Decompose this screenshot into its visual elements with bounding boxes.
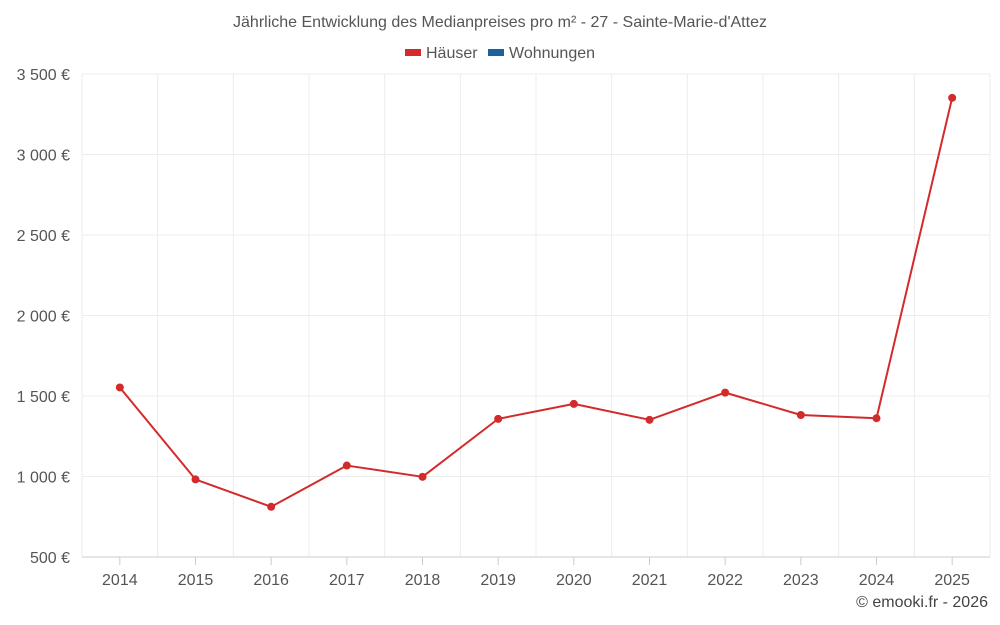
data-point: [494, 414, 503, 423]
x-tick-label: 2021: [632, 572, 668, 589]
legend-swatch-haeuser: [404, 49, 421, 56]
x-tick-label: 2017: [329, 572, 365, 589]
legend-item-haeuser[interactable]: Häuser: [404, 45, 478, 63]
y-tick-label: 1 000 €: [17, 470, 70, 487]
y-tick-label: 2 000 €: [17, 309, 70, 326]
x-tick-label: 2015: [178, 572, 214, 589]
x-tick-label: 2024: [859, 572, 895, 589]
series-line-0: [119, 97, 954, 508]
legend-label-wohnungen: Wohnungen: [509, 45, 596, 62]
data-point: [115, 383, 124, 392]
data-point: [191, 475, 200, 484]
data-point: [948, 93, 957, 102]
legend-swatch-wohnungen: [488, 49, 505, 56]
data-point: [872, 414, 881, 423]
data-point: [645, 415, 654, 424]
x-tick-label: 2022: [707, 572, 743, 589]
y-tick-label: 3 000 €: [17, 148, 70, 165]
chart-title: Jährliche Entwicklung des Medianpreises …: [233, 14, 767, 31]
x-tick-label: 2025: [934, 572, 970, 589]
x-tick-label: 2016: [253, 572, 289, 589]
legend-item-wohnungen[interactable]: Wohnungen: [488, 45, 595, 63]
y-tick-label: 3 500 €: [17, 67, 70, 84]
data-point: [267, 502, 276, 511]
data-point: [342, 461, 351, 470]
data-point: [569, 399, 578, 408]
credit-text: © emooki.fr - 2026: [856, 594, 988, 611]
x-tick-label: 2018: [405, 572, 441, 589]
x-tick-label: 2019: [480, 572, 516, 589]
legend: Häuser Wohnungen: [0, 45, 1000, 63]
legend-label-haeuser: Häuser: [425, 45, 478, 62]
data-point: [418, 472, 427, 481]
x-tick-label: 2020: [556, 572, 592, 589]
y-tick-label: 500 €: [30, 550, 70, 567]
data-point: [721, 388, 730, 397]
y-tick-label: 2 500 €: [17, 228, 70, 245]
x-tick-label: 2014: [102, 572, 138, 589]
data-point: [796, 410, 805, 419]
x-tick-label: 2023: [783, 572, 819, 589]
y-tick-label: 1 500 €: [17, 389, 70, 406]
